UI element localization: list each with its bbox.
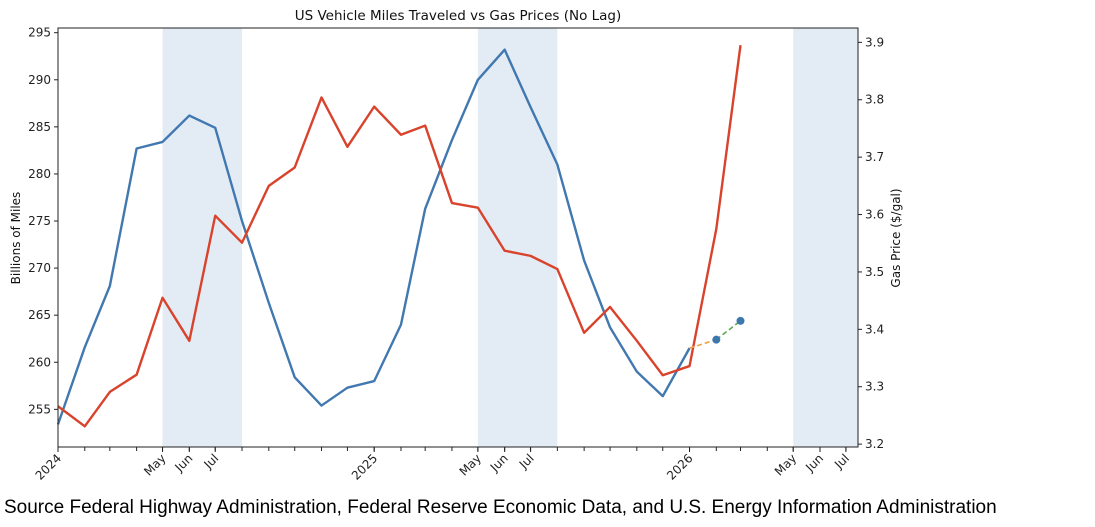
y-right-tick-label: 3.8 [865, 93, 884, 107]
chart: 255 260 265 270 275 280 285 290 295 3.2 3.3 3.4 3.5 3… [9, 8, 903, 483]
y-left-tick-label: 270 [28, 261, 51, 275]
y-right-tick-label: 3.7 [865, 150, 884, 164]
x-tick-label: Jul [201, 451, 222, 472]
y-right-tick-label: 3.5 [865, 265, 884, 279]
y-axis-left-label: Billions of Miles [9, 192, 23, 285]
y-left-tick-label: 265 [28, 308, 51, 322]
y-right-tick-label: 3.9 [865, 35, 884, 49]
x-tick-label: Jun [487, 451, 511, 475]
x-tick-label: 2025 [349, 451, 380, 482]
summer-shade [477, 28, 558, 447]
forecast-point [736, 316, 745, 325]
summer-shade [162, 28, 243, 447]
y-left-tick-label: 280 [28, 167, 51, 181]
plot-frame [57, 27, 859, 448]
x-tick-label: May [141, 451, 168, 478]
y-right-tick-label: 3.6 [865, 208, 884, 222]
gas-price-line [57, 45, 742, 428]
chart-title: US Vehicle Miles Traveled vs Gas Prices … [295, 8, 622, 24]
x-tick-label: Jun [802, 451, 826, 475]
x-tick-label: May [457, 451, 484, 478]
x-tick-label: Jul [831, 451, 852, 472]
y-right-tick-label: 3.2 [865, 437, 884, 451]
forecast-segment [689, 338, 717, 349]
forecast-point [712, 335, 721, 344]
y-right-tick-label: 3.4 [865, 322, 884, 336]
y-left-tick-label: 275 [28, 214, 51, 228]
y-left-tick-label: 285 [28, 120, 51, 134]
x-tick-label: May [772, 451, 799, 478]
forecast-segment [715, 320, 741, 341]
vmt-line [56, 48, 691, 425]
x-tick-label: 2026 [664, 451, 695, 482]
x-tick-label: Jul [516, 451, 537, 472]
y-left-tick-label: 260 [28, 355, 51, 369]
y-left-tick-label: 295 [28, 26, 51, 40]
y-axis-right-label: Gas Price ($/gal) [889, 188, 903, 287]
y-left-tick-label: 255 [28, 402, 51, 416]
y-right-tick-label: 3.3 [865, 380, 884, 394]
x-tick-label: Jun [172, 451, 196, 475]
x-tick-label: 2024 [33, 451, 64, 482]
source-caption: Source Federal Highway Administration, F… [4, 497, 997, 518]
summer-shade [793, 28, 858, 447]
y-left-tick-label: 290 [28, 73, 51, 87]
